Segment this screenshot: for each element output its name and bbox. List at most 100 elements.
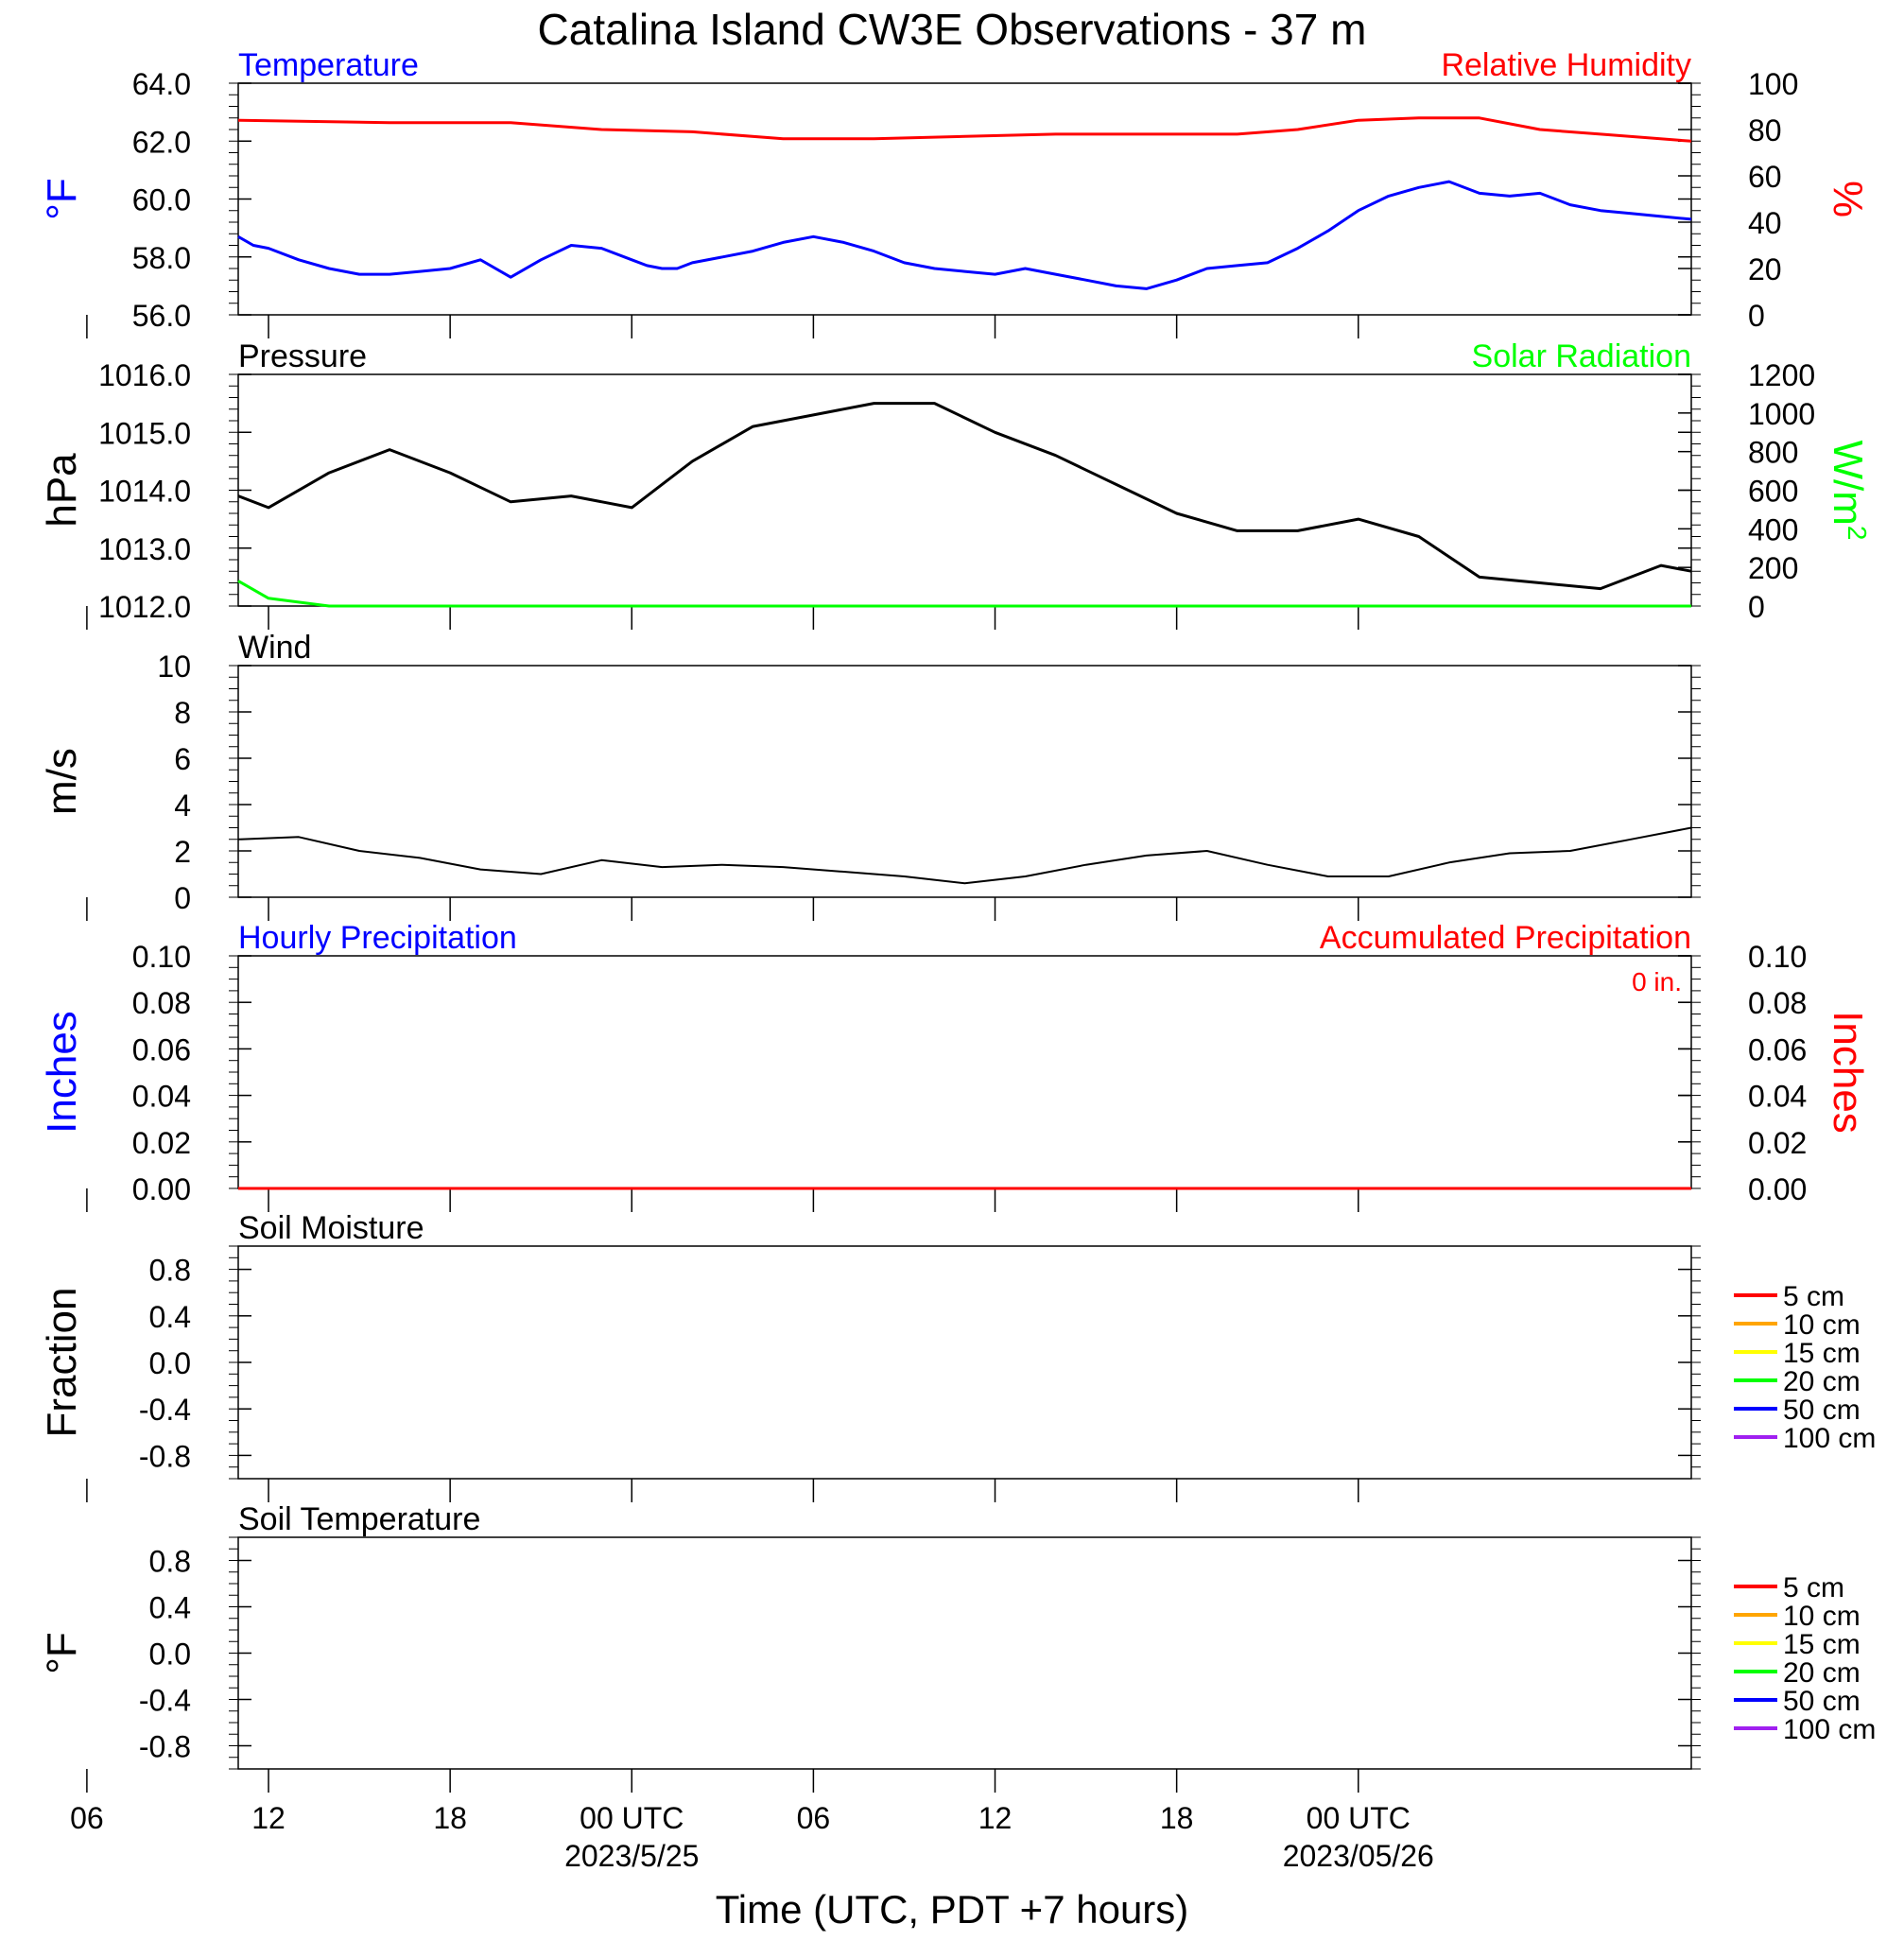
- chart-title: Catalina Island CW3E Observations - 37 m: [537, 5, 1367, 54]
- panel-wind: [86, 665, 1701, 921]
- y-tick-label-right: 60: [1748, 160, 1782, 194]
- y-tick-label: 1012.0: [98, 590, 191, 624]
- panel-title-right: Solar Radiation: [1472, 338, 1691, 374]
- panel-frame: [237, 665, 1692, 898]
- x-date-label: 2023/5/25: [564, 1839, 699, 1873]
- y-tick-label-right: 600: [1748, 475, 1798, 509]
- y-tick-label: 10: [157, 650, 191, 684]
- y-axis-label-right: Inches: [1825, 1011, 1871, 1134]
- y-tick-label-right: 80: [1748, 113, 1782, 147]
- y-tick-label: -0.8: [139, 1730, 191, 1764]
- series-pressure: [237, 402, 1692, 591]
- x-tick-label: 12: [251, 1801, 286, 1835]
- y-tick-label: 0: [174, 881, 191, 915]
- panel-title-left: Soil Temperature: [238, 1501, 480, 1537]
- panel-temperature-humidity: [86, 82, 1701, 338]
- y-tick-label-right: 100: [1748, 67, 1798, 101]
- legend-label: 20 cm: [1783, 1657, 1861, 1689]
- panel-precipitation: [86, 955, 1701, 1212]
- y-tick-label: 58.0: [132, 241, 191, 275]
- y-tick-label: 1014.0: [98, 475, 191, 509]
- panel-pressure-solar: [86, 373, 1701, 630]
- y-axis-label-right: %: [1825, 181, 1871, 217]
- series-relative-humidity: [237, 116, 1692, 143]
- x-tick-label: 00 UTC: [580, 1801, 684, 1835]
- y-tick-label-right: 0.10: [1748, 940, 1807, 974]
- y-tick-label: 0.4: [149, 1300, 191, 1334]
- legend-label: 50 cm: [1783, 1395, 1861, 1426]
- legend-label: 10 cm: [1783, 1309, 1861, 1341]
- panel-frame: [237, 373, 1692, 607]
- accum-annotation: 0 in.: [1632, 967, 1682, 996]
- y-tick-label-right: 0: [1748, 299, 1765, 333]
- y-tick-label: 0.8: [149, 1545, 191, 1579]
- x-tick-label: 00 UTC: [1307, 1801, 1411, 1835]
- y-tick-label: -0.4: [139, 1393, 191, 1427]
- x-tick-label: 18: [433, 1801, 467, 1835]
- y-tick-label-right: 1000: [1748, 397, 1815, 431]
- panel-frame: [237, 955, 1692, 1189]
- y-tick-label: 0.4: [149, 1591, 191, 1625]
- y-tick-label: 1013.0: [98, 532, 191, 566]
- x-tick-label: 12: [978, 1801, 1013, 1835]
- y-axis-label-left: hPa: [39, 453, 85, 528]
- legend-label: 10 cm: [1783, 1601, 1861, 1632]
- y-tick-label: 0.0: [149, 1638, 191, 1672]
- panel-title-right: Accumulated Precipitation: [1320, 920, 1691, 956]
- y-tick-label-right: 1200: [1748, 358, 1815, 392]
- legend-label: 20 cm: [1783, 1366, 1861, 1397]
- y-tick-label: 2: [174, 835, 191, 869]
- y-tick-label-right: 200: [1748, 551, 1798, 585]
- panel-title-left: Temperature: [238, 47, 419, 83]
- series-temperature: [237, 180, 1692, 290]
- legend-label: 15 cm: [1783, 1629, 1861, 1660]
- x-tick-label: 06: [797, 1801, 831, 1835]
- y-tick-label: -0.4: [139, 1684, 191, 1718]
- y-axis-label-left: °F: [39, 178, 85, 219]
- panel-frame: [237, 1245, 1692, 1480]
- y-tick-label-right: 800: [1748, 436, 1798, 470]
- y-axis-label-left: Fraction: [39, 1288, 85, 1438]
- y-tick-label: 56.0: [132, 299, 191, 333]
- y-tick-label-right: 20: [1748, 252, 1782, 286]
- y-tick-label: 8: [174, 696, 191, 730]
- y-tick-label-right: 0: [1748, 590, 1765, 624]
- legend-label: 5 cm: [1783, 1281, 1844, 1312]
- panel-soil-moisture: [86, 1245, 1777, 1502]
- panel-title-left: Hourly Precipitation: [238, 920, 517, 956]
- series-wind: [237, 826, 1692, 885]
- panel-soil-temperature: [86, 1536, 1777, 1793]
- y-tick-label: 1015.0: [98, 416, 191, 450]
- panel-title-left: Pressure: [238, 338, 367, 374]
- y-tick-label: 0.00: [132, 1172, 191, 1206]
- y-tick-label-right: 0.04: [1748, 1080, 1807, 1114]
- y-axis-label-left: °F: [39, 1632, 85, 1673]
- y-axis-label-right: W/m2: [1825, 441, 1873, 541]
- y-axis-label-left: m/s: [39, 748, 85, 815]
- series-solar-radiation: [237, 580, 1691, 608]
- legend-label: 50 cm: [1783, 1686, 1861, 1717]
- y-tick-label: 60.0: [132, 183, 191, 217]
- y-tick-label: 0.0: [149, 1346, 191, 1380]
- y-tick-label-right: 400: [1748, 512, 1798, 546]
- y-tick-label: 1016.0: [98, 358, 191, 392]
- y-tick-label-right: 0.08: [1748, 986, 1807, 1020]
- y-tick-label: 6: [174, 742, 191, 776]
- y-tick-label: 0.08: [132, 986, 191, 1020]
- y-tick-label: 0.02: [132, 1126, 191, 1160]
- x-date-label: 2023/05/26: [1283, 1839, 1434, 1873]
- legend-label: 100 cm: [1783, 1714, 1876, 1745]
- x-axis-title: Time (UTC, PDT +7 hours): [716, 1887, 1189, 1932]
- y-tick-label: 0.10: [132, 940, 191, 974]
- legend-label: 5 cm: [1783, 1572, 1844, 1603]
- y-tick-label: 62.0: [132, 125, 191, 159]
- y-tick-label: 0.06: [132, 1032, 191, 1066]
- y-tick-label: 0.8: [149, 1254, 191, 1288]
- y-axis-label-left: Inches: [39, 1011, 85, 1134]
- y-tick-label-right: 0.00: [1748, 1172, 1807, 1206]
- y-tick-label-right: 0.02: [1748, 1126, 1807, 1160]
- unit-superscript: 2: [1843, 526, 1873, 541]
- y-tick-label: -0.8: [139, 1439, 191, 1473]
- y-tick-label: 64.0: [132, 67, 191, 101]
